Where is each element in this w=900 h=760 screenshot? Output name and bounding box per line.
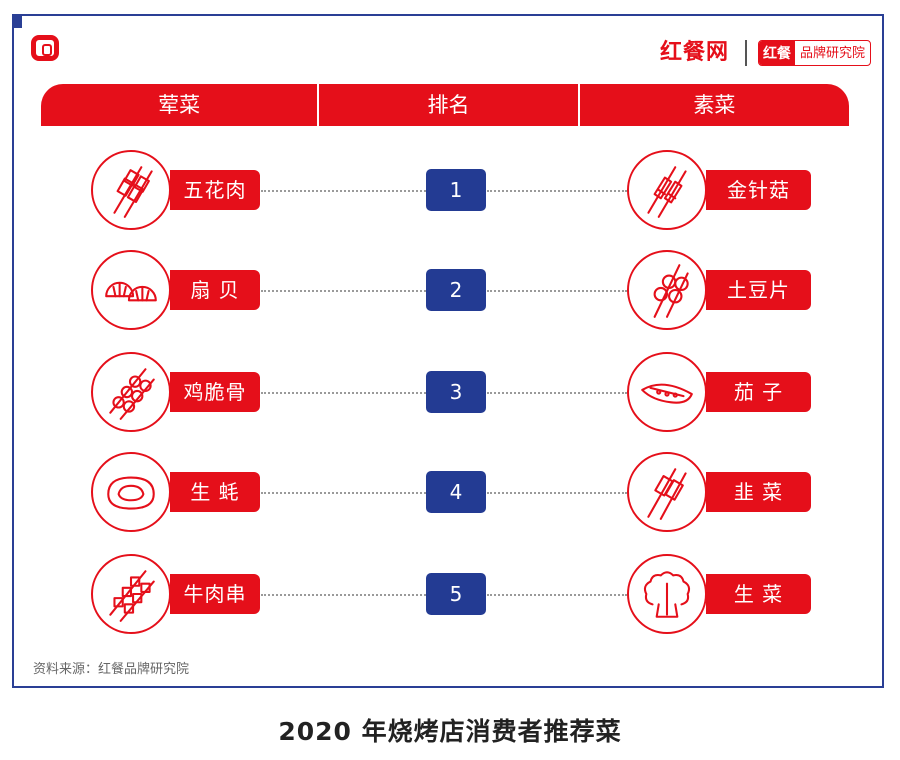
veg-icon-circle <box>627 150 707 230</box>
scallop-icon <box>105 281 157 302</box>
beef-skewer-icon <box>109 570 155 622</box>
figure-caption: 2020 年烧烤店消费者推荐菜 <box>278 717 622 746</box>
table-row: 五花肉 1 金针菇 <box>0 150 900 234</box>
veg-label: 金针菇 <box>706 170 811 210</box>
brand-divider <box>745 40 747 66</box>
veg-icon-circle <box>627 554 707 634</box>
rank-badge: 1 <box>426 169 486 211</box>
meat-label: 生 蚝 <box>170 472 260 512</box>
dotted-line <box>487 492 627 494</box>
oyster-icon <box>107 476 155 510</box>
potato-skewer-icon <box>653 264 689 318</box>
meat-label: 扇 贝 <box>170 270 260 310</box>
table-row: 生 蚝 4 韭 菜 <box>0 452 900 536</box>
brand-logo-icon <box>31 35 59 61</box>
header-meat: 荤菜 <box>158 93 201 117</box>
dotted-line <box>261 492 426 494</box>
meat-icon-circle <box>91 554 171 634</box>
brand-badge: 红餐 品牌研究院 <box>758 40 872 66</box>
ball-skewer-icon <box>109 368 155 420</box>
meat-icon-circle <box>91 352 171 432</box>
mushroom-skewer-icon <box>647 166 687 218</box>
header-rank: 排名 <box>317 84 580 126</box>
header-veg: 素菜 <box>693 93 736 117</box>
meat-icon-circle <box>91 150 171 230</box>
table-row: 扇 贝 2 土豆片 <box>0 250 900 334</box>
dotted-line <box>487 594 627 596</box>
rank-badge: 5 <box>426 573 486 615</box>
brand-badge-a: 红餐 <box>759 41 795 65</box>
source-note: 资料来源：红餐品牌研究院 <box>33 662 190 677</box>
brand-name: 红餐网 <box>660 40 730 65</box>
corner-mark <box>12 14 22 28</box>
dotted-line <box>487 392 627 394</box>
meat-label: 鸡脆骨 <box>170 372 260 412</box>
skewer-icon <box>113 166 153 218</box>
rank-badge: 4 <box>426 471 486 513</box>
dotted-line <box>261 290 426 292</box>
lettuce-icon <box>643 571 691 618</box>
table-header: 荤菜 排名 素菜 <box>41 84 849 126</box>
meat-icon-circle <box>91 452 171 532</box>
chive-skewer-icon <box>647 468 687 520</box>
meat-icon-circle <box>91 250 171 330</box>
table-row: 牛肉串 5 生 菜 <box>0 554 900 638</box>
veg-label: 韭 菜 <box>706 472 811 512</box>
dotted-line <box>261 594 426 596</box>
veg-icon-circle <box>627 250 707 330</box>
meat-label: 牛肉串 <box>170 574 260 614</box>
meat-label: 五花肉 <box>170 170 260 210</box>
veg-label: 茄 子 <box>706 372 811 412</box>
eggplant-icon <box>641 383 693 404</box>
table-row: 鸡脆骨 3 茄 子 <box>0 352 900 436</box>
veg-label: 生 菜 <box>706 574 811 614</box>
dotted-line <box>261 190 426 192</box>
brand-badge-b: 品牌研究院 <box>800 46 866 61</box>
dotted-line <box>487 190 627 192</box>
rank-badge: 3 <box>426 371 486 413</box>
dotted-line <box>487 290 627 292</box>
dotted-line <box>261 392 426 394</box>
veg-label: 土豆片 <box>706 270 811 310</box>
rank-badge: 2 <box>426 269 486 311</box>
veg-icon-circle <box>627 352 707 432</box>
veg-icon-circle <box>627 452 707 532</box>
